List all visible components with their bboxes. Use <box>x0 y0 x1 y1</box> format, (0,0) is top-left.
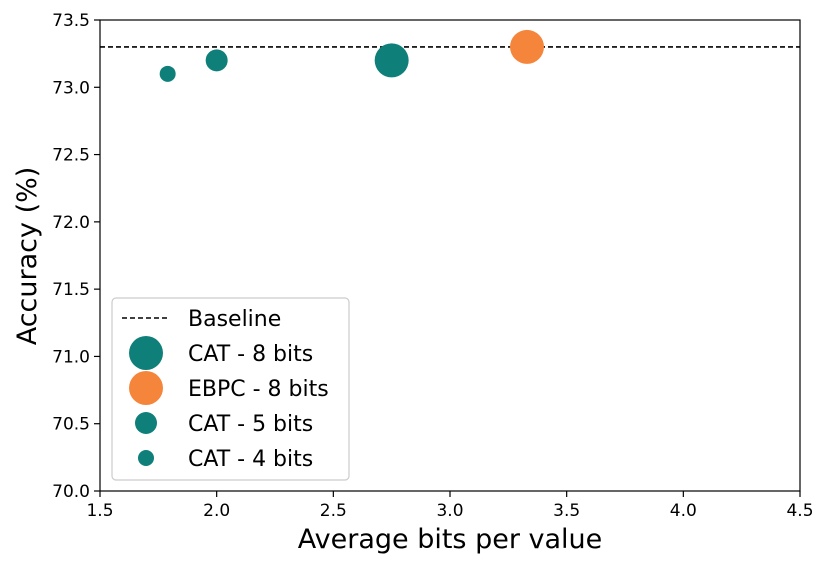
y-tick-label-3: 71.5 <box>52 280 90 300</box>
y-tick-label-5: 72.5 <box>52 146 90 166</box>
point-cat-8-bits-0 <box>374 43 409 78</box>
data-points-layer <box>159 29 544 82</box>
x-tick-label-1: 2.0 <box>203 501 230 521</box>
legend-label-cat-8-bits: CAT - 8 bits <box>188 342 313 367</box>
legend-marker-cat-8-bits <box>129 336 163 370</box>
x-tick-label-5: 4.0 <box>670 501 697 521</box>
legend-label-baseline: Baseline <box>188 307 281 332</box>
legend-marker-cat-4-bits <box>138 450 154 466</box>
y-axis-label: Accuracy (%) <box>12 167 43 346</box>
y-tick-label-7: 73.5 <box>52 11 90 31</box>
y-tick-label-2: 71.0 <box>52 347 90 367</box>
y-tick-label-1: 70.5 <box>52 415 90 435</box>
x-tick-label-6: 4.5 <box>786 501 813 521</box>
x-tick-label-3: 3.0 <box>436 501 463 521</box>
y-tick-label-6: 73.0 <box>52 78 90 98</box>
point-ebpc-8-bits-0 <box>510 29 544 64</box>
x-tick-label-4: 3.5 <box>553 501 580 521</box>
legend: Baseline CAT - 8 bits EBPC - 8 bits CAT - 5… <box>111 297 350 481</box>
legend-label-ebpc-8-bits: EBPC - 8 bits <box>188 377 329 402</box>
legend-marker-ebpc-8-bits <box>129 371 163 405</box>
y-tick-label-0: 70.0 <box>52 482 90 502</box>
x-ticks: 1.5 2.0 2.5 3.0 3.5 4.0 4.5 <box>86 491 814 521</box>
x-tick-label-0: 1.5 <box>86 501 113 521</box>
point-cat-4-bits-0 <box>159 65 176 82</box>
legend-label-cat-4-bits: CAT - 4 bits <box>188 447 313 472</box>
x-axis-label: Average bits per value <box>298 524 603 555</box>
point-cat-5-bits-0 <box>205 49 228 72</box>
x-tick-label-2: 2.5 <box>320 501 347 521</box>
y-tick-label-4: 72.0 <box>52 213 90 233</box>
legend-box <box>111 297 350 481</box>
legend-marker-cat-5-bits <box>135 412 157 434</box>
y-ticks: 70.0 70.5 71.0 71.5 72.0 72.5 73.0 73.5 <box>52 11 100 502</box>
legend-label-cat-5-bits: CAT - 5 bits <box>188 412 313 437</box>
